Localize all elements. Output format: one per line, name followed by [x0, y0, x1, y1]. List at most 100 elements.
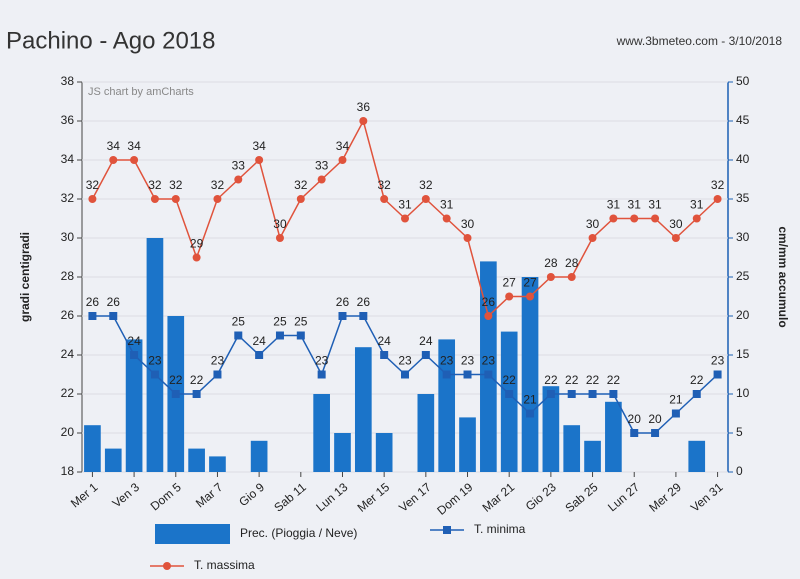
data-label: 30	[273, 217, 287, 231]
data-label: 32	[211, 178, 225, 192]
point	[442, 214, 451, 223]
bar	[459, 417, 476, 472]
data-label: 34	[127, 139, 141, 153]
y2-tick-label: 50	[736, 74, 750, 88]
data-label: 32	[377, 178, 391, 192]
point	[317, 175, 326, 184]
point	[296, 331, 305, 340]
point	[651, 214, 660, 223]
data-label: 27	[503, 276, 517, 290]
y2-tick-label: 20	[736, 308, 750, 322]
credit: JS chart by amCharts	[88, 86, 194, 98]
point	[171, 195, 180, 203]
point	[588, 234, 597, 242]
bar	[375, 433, 393, 472]
point	[150, 195, 159, 203]
data-label: 32	[294, 178, 308, 192]
y-tick-label: 18	[61, 464, 75, 478]
point	[630, 429, 639, 437]
data-label: 32	[86, 178, 100, 192]
data-label: 33	[315, 159, 329, 173]
point	[338, 312, 347, 320]
data-label: 28	[565, 256, 579, 270]
point	[234, 331, 243, 340]
data-label: 22	[690, 373, 704, 387]
point	[505, 292, 514, 301]
legend-marker	[163, 562, 171, 570]
data-label: 31	[398, 198, 412, 212]
bar	[480, 261, 497, 472]
point	[88, 195, 97, 203]
point	[505, 390, 514, 398]
data-label: 30	[461, 217, 475, 231]
point	[609, 214, 618, 223]
y-tick-label: 38	[61, 74, 75, 88]
data-label: 31	[607, 198, 621, 212]
bar	[84, 425, 101, 472]
data-label: 21	[669, 393, 683, 407]
point	[359, 117, 368, 125]
data-label: 26	[86, 295, 100, 309]
point	[380, 351, 389, 359]
data-label: 20	[648, 412, 662, 426]
point	[380, 195, 389, 203]
data-label: 29	[190, 237, 204, 251]
data-label: 30	[586, 217, 600, 231]
point	[296, 195, 305, 203]
point	[546, 390, 555, 398]
y2-tick-label: 0	[736, 464, 743, 478]
point	[130, 156, 139, 164]
data-label: 25	[232, 315, 246, 329]
point	[255, 351, 264, 359]
data-label: 26	[482, 295, 496, 309]
data-label: 23	[398, 354, 412, 368]
bar	[542, 386, 560, 472]
legend-label: T. minima	[474, 522, 526, 536]
point	[630, 214, 639, 223]
bar	[146, 238, 164, 472]
y-tick-label: 20	[61, 425, 75, 439]
point	[150, 370, 159, 379]
data-label: 32	[419, 178, 433, 192]
y-tick-label: 30	[61, 230, 75, 244]
data-label: 22	[190, 373, 204, 387]
point	[234, 175, 243, 184]
data-label: 32	[148, 178, 162, 192]
data-label: 25	[294, 315, 308, 329]
bar	[250, 440, 268, 472]
point	[484, 370, 493, 379]
y-tick-label: 22	[61, 386, 75, 400]
point	[651, 429, 660, 437]
y2-tick-label: 10	[736, 386, 750, 400]
point	[338, 156, 347, 164]
point	[109, 156, 118, 164]
data-label: 24	[419, 334, 433, 348]
y-axis-title: gradi centigradi	[18, 232, 32, 322]
point	[88, 312, 97, 320]
point	[567, 390, 576, 398]
legend-label: Prec. (Pioggia / Neve)	[240, 526, 357, 540]
bar	[354, 347, 372, 472]
y2-tick-label: 30	[736, 230, 750, 244]
data-label: 26	[357, 295, 371, 309]
point	[713, 370, 722, 379]
point	[401, 214, 409, 223]
point	[463, 370, 472, 379]
data-label: 31	[690, 198, 704, 212]
y2-tick-label: 15	[736, 347, 750, 361]
point	[109, 312, 118, 320]
data-label: 32	[169, 178, 183, 192]
y-tick-label: 32	[61, 191, 75, 205]
y2-tick-label: 40	[736, 152, 750, 166]
bar	[334, 433, 351, 472]
point	[526, 292, 535, 301]
data-label: 23	[711, 354, 725, 368]
data-label: 24	[252, 334, 266, 348]
point	[401, 370, 409, 379]
y-tick-label: 28	[61, 269, 75, 283]
data-label: 23	[482, 354, 496, 368]
bar	[417, 394, 435, 472]
y-tick-label: 26	[61, 308, 75, 322]
data-label: 36	[357, 100, 371, 114]
